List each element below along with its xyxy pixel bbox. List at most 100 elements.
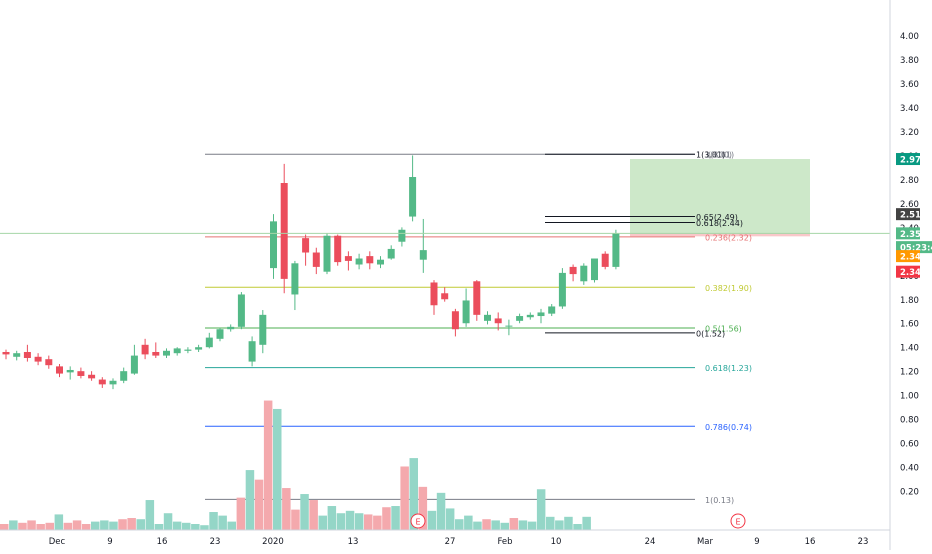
volume-bar (273, 408, 282, 530)
candle-body (591, 258, 598, 281)
volume-bar (327, 506, 337, 530)
candle-body (77, 371, 85, 376)
volume-bar (282, 488, 291, 530)
candle-body (601, 253, 609, 267)
candle-body (291, 263, 299, 295)
volume-bar (555, 520, 564, 530)
candle-body (45, 359, 53, 366)
volume-bar (427, 510, 437, 530)
candle-body (66, 369, 74, 373)
candle-body (270, 221, 277, 269)
volume-bar (527, 521, 537, 530)
volume-bar (154, 524, 164, 530)
fib-ext-label: 0.65(2.49) (696, 213, 738, 222)
price-axis-tick: 1.60 (900, 320, 919, 330)
volume-bar (536, 489, 546, 530)
candle-body (323, 235, 331, 272)
volume-bar (81, 524, 91, 530)
price-badge-label: 2.35 (900, 230, 921, 240)
volume-bar (473, 521, 482, 530)
time-axis-tick: 9 (107, 537, 112, 547)
volume-bar (500, 522, 509, 530)
price-badge (896, 250, 920, 263)
price-axis-tick: 2.80 (900, 176, 919, 186)
candle-body (248, 341, 256, 362)
time-axis-tick: 16 (805, 537, 816, 547)
time-axis-tick: Feb (497, 537, 512, 547)
price-axis-tick: 0.60 (900, 440, 919, 450)
fib-ext-label: 0(1.52) (696, 329, 725, 338)
volume-bar (27, 520, 36, 530)
candle-body (569, 266, 577, 275)
volume-bar (318, 515, 327, 530)
volume-bar (254, 479, 264, 530)
price-axis-tick: 3.20 (900, 128, 919, 138)
candle-body (537, 312, 545, 317)
price-axis-tick: 1.40 (900, 344, 919, 354)
candle-body (195, 347, 203, 350)
volume-bar (445, 508, 455, 530)
time-axis-tick: Dec (49, 537, 66, 547)
volume-bar (54, 514, 64, 530)
volume-bar (518, 520, 528, 530)
volume-bar (482, 519, 491, 530)
price-badge-label: 2.34 (900, 268, 921, 278)
price-badge-label: 2.34 (900, 253, 921, 263)
volume-bar (109, 521, 118, 530)
volume-bar (418, 486, 428, 530)
volume-bar (354, 513, 364, 530)
volume-bar (336, 513, 346, 530)
time-axis-tick: 13 (348, 537, 359, 547)
volume-bar (118, 519, 127, 530)
candle-body (580, 265, 588, 282)
earnings-marker (730, 513, 746, 529)
price-axis-tick: 0.20 (900, 488, 919, 498)
volume-bar (546, 516, 555, 530)
fib-level-label: 0.382(1.90) (705, 284, 752, 293)
price-axis-tick: 3.40 (900, 104, 919, 114)
candle-body (184, 349, 192, 351)
price-badge (896, 227, 920, 240)
volume-bar (0, 524, 9, 530)
candle-body (205, 337, 213, 348)
volume-bar (36, 524, 45, 530)
candle-body (441, 293, 449, 300)
volume-bar (209, 512, 218, 530)
candle-body (355, 258, 363, 265)
volume-bar (300, 494, 309, 530)
volume-bar (345, 510, 355, 530)
price-axis-tick: 3.60 (900, 80, 919, 90)
volume-bar (509, 518, 519, 530)
time-axis-tick: 23 (858, 537, 869, 547)
candle-body (548, 306, 556, 314)
volume-bar (464, 515, 473, 530)
volume-bar (18, 522, 27, 530)
volume-bar (9, 520, 18, 530)
price-axis-tick: 3.80 (900, 56, 919, 66)
time-axis-tick: 10 (551, 537, 562, 547)
candle-body (612, 233, 620, 267)
time-axis-tick: 23 (210, 537, 221, 547)
candle-body (259, 314, 267, 345)
volume-bar (145, 500, 155, 530)
profit-zone (630, 159, 810, 234)
volume-bar (400, 466, 409, 530)
candle-body (130, 355, 138, 374)
candle-body (526, 314, 534, 318)
candle-body (227, 326, 235, 330)
candle-body (558, 272, 566, 307)
candle-body (516, 316, 524, 321)
candle-body (141, 344, 149, 355)
candle-body (377, 259, 384, 265)
volume-bar (63, 522, 73, 530)
candle-body (173, 348, 181, 354)
volume-bar (573, 524, 582, 530)
price-badge (896, 153, 920, 166)
candle-body (312, 252, 320, 267)
volume-bar (564, 516, 573, 530)
price-axis-tick: 1.80 (900, 296, 919, 306)
